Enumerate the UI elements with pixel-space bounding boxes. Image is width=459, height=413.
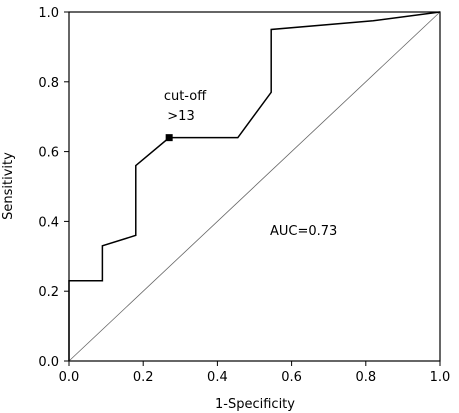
roc-curve-line: [68, 11, 441, 361]
x-tick-label: 0.6: [281, 370, 302, 385]
cutoff-value-label: >13: [167, 109, 194, 124]
cutoff-point-marker: [165, 134, 173, 142]
y-tick-label: 1.0: [38, 6, 59, 21]
x-tick-label: 0.0: [59, 370, 80, 385]
plot-frame: [68, 11, 441, 362]
y-axis-ticks: 0.0 0.2 0.4 0.6 0.8 1.0: [38, 6, 69, 370]
x-tick-label: 0.4: [207, 370, 228, 385]
auc-label: AUC=0.73: [270, 224, 337, 239]
x-axis-title: 1-Specificity: [215, 397, 295, 412]
y-tick-label: 0.2: [38, 285, 59, 300]
x-axis-ticks: 0.0 0.2 0.4 0.6 0.8 1.0: [59, 361, 451, 385]
y-tick-label: 0.6: [38, 146, 59, 161]
cutoff-title-label: cut-off: [164, 89, 207, 104]
y-tick-label: 0.4: [38, 215, 59, 230]
y-tick-label: 0.8: [38, 76, 59, 91]
reference-diagonal-line: [68, 11, 441, 362]
x-tick-label: 0.8: [355, 370, 376, 385]
x-tick-label: 0.2: [133, 370, 154, 385]
y-axis-title: Sensitivity: [1, 152, 16, 220]
x-tick-label: 1.0: [430, 370, 451, 385]
y-tick-label: 0.0: [38, 355, 59, 370]
